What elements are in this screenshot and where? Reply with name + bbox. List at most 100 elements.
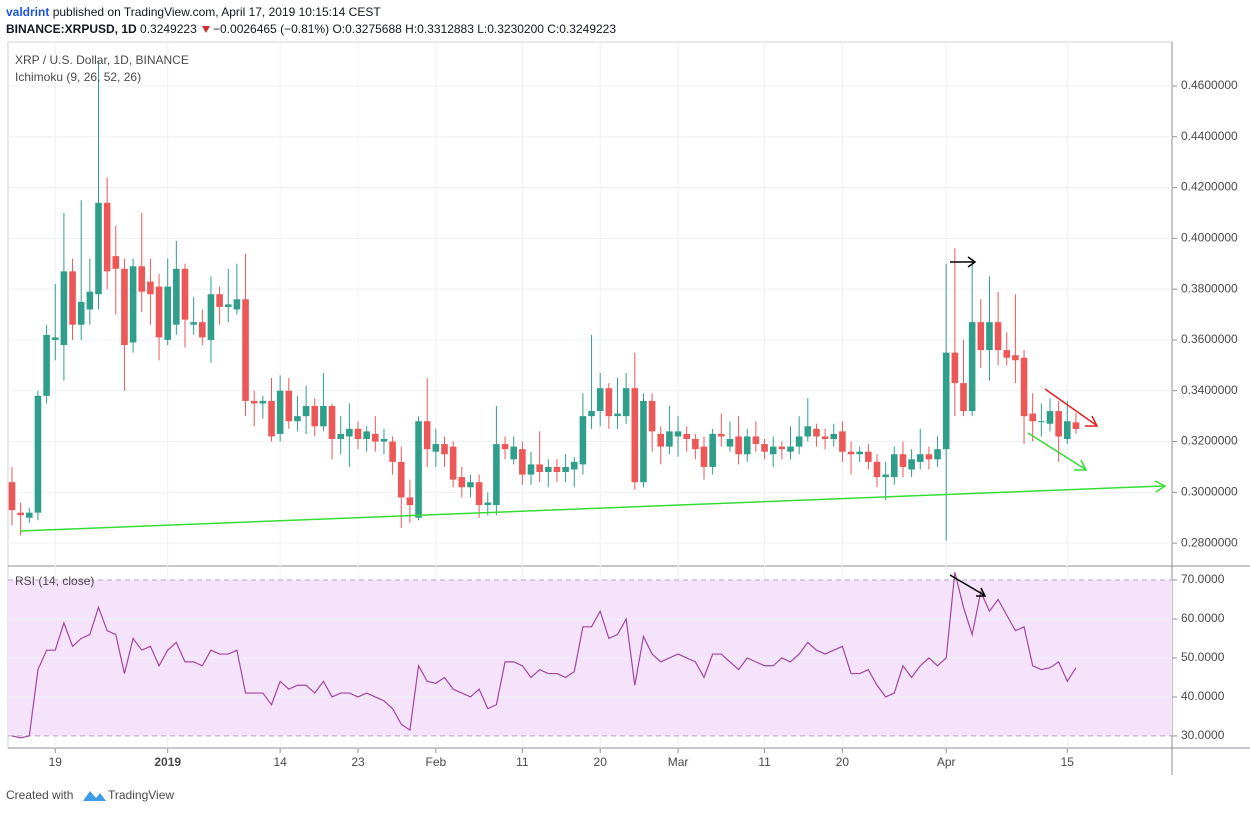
candle-body: [596, 388, 604, 412]
candle-body: [51, 337, 59, 340]
candle-body: [761, 444, 768, 452]
candle-body: [631, 388, 639, 483]
arrow-head: [1154, 480, 1167, 493]
y-tick-label: 0.4400000: [1181, 129, 1238, 143]
y-tick-label: 0.2800000: [1181, 535, 1238, 549]
candle-body: [155, 286, 163, 338]
x-tick-label: 23: [351, 755, 365, 769]
candle-body: [372, 433, 379, 442]
candle-body: [406, 497, 414, 506]
candle-body: [683, 433, 690, 440]
candle-body: [588, 411, 595, 417]
y-tick-label: 30.0000: [1181, 728, 1225, 742]
candle-body: [570, 461, 578, 470]
x-tick-label: Apr: [937, 755, 956, 769]
y-tick-label: 0.4600000: [1181, 78, 1238, 92]
header-line: valdrint published on TradingView.com, A…: [6, 5, 381, 19]
rsi-title: RSI (14, close): [15, 574, 94, 588]
x-tick-label: 11: [516, 755, 529, 769]
candle-body: [942, 352, 950, 450]
candle-body: [328, 405, 336, 440]
candle-body: [977, 322, 985, 351]
candle-body: [562, 466, 569, 473]
candle-body: [916, 454, 924, 462]
candle-body: [302, 405, 310, 417]
candle-body: [778, 446, 786, 450]
candle-body: [1029, 413, 1036, 422]
candle-body: [873, 461, 881, 478]
footer-created: Created with: [6, 788, 73, 802]
marks: [8, 60, 1080, 739]
arrow-head: [967, 256, 977, 268]
candle-body: [423, 421, 431, 450]
candle-body: [268, 400, 275, 437]
trend-line: [1027, 432, 1086, 470]
rsi-line: [11, 572, 1077, 739]
candle-body: [467, 482, 474, 488]
candle-body: [190, 322, 197, 325]
candle-body: [674, 431, 682, 437]
footer-brand[interactable]: TradingView: [108, 788, 174, 802]
candle-body: [847, 451, 855, 455]
candle-body: [43, 334, 50, 396]
trend-line: [949, 574, 985, 596]
trend-line: [19, 485, 1164, 532]
candle-body: [129, 266, 137, 343]
candle-body: [8, 482, 16, 511]
y-tick-label: 60.0000: [1181, 611, 1225, 625]
candle-body: [743, 436, 751, 455]
arrow-head: [1085, 415, 1099, 427]
candle-body: [865, 451, 872, 462]
candle-body: [951, 352, 959, 384]
candle-body: [121, 268, 128, 346]
publisher[interactable]: valdrint: [6, 5, 49, 19]
candle-body: [199, 322, 206, 338]
candle-body: [579, 416, 587, 465]
candle-body: [207, 294, 215, 340]
candle-body: [233, 299, 241, 310]
candle-body: [527, 464, 535, 475]
candle-body: [337, 433, 344, 440]
candle-body: [147, 281, 154, 295]
candle-body: [891, 454, 898, 478]
candle-body: [1055, 411, 1062, 437]
candle-body: [95, 202, 102, 295]
y-tick-label: 70.0000: [1181, 572, 1225, 586]
candle-body: [103, 202, 111, 272]
candle-body: [899, 454, 907, 467]
ohlc: O:0.3275688 H:0.3312883 L:0.3230200 C:0.…: [332, 22, 616, 36]
candle-body: [77, 301, 85, 325]
y-tick-label: 0.3800000: [1181, 281, 1238, 295]
logo: [83, 791, 106, 801]
candle-body: [501, 444, 509, 450]
y-tick-label: 50.0000: [1181, 650, 1225, 664]
y-tick-label: 0.3000000: [1181, 485, 1238, 499]
candle-body: [813, 428, 820, 437]
candle-body: [346, 428, 353, 437]
symbol-line: BINANCE:XRPUSD, 1D 0.3249223: [6, 22, 197, 36]
candle-body: [86, 291, 94, 310]
x-tick-label: 11: [758, 755, 771, 769]
candle-body: [60, 271, 68, 346]
candle-body: [986, 322, 993, 351]
y-tick-label: 0.3400000: [1181, 383, 1238, 397]
candle-body: [925, 454, 933, 460]
last-price: 0.3249223: [140, 22, 197, 36]
candle-body: [960, 383, 967, 412]
candle-body: [700, 446, 708, 467]
trend-line: [1044, 388, 1097, 426]
candle-body: [259, 400, 267, 404]
candle-body: [657, 433, 665, 447]
candle-body: [718, 433, 725, 437]
candle-body: [173, 268, 180, 325]
candle-body: [311, 405, 319, 427]
candle-body: [510, 446, 517, 460]
y-tick-label: 0.4200000: [1181, 180, 1238, 194]
x-tick-label: 14: [273, 755, 287, 769]
candle-body: [787, 446, 794, 452]
down-triangle: [202, 26, 210, 33]
candle-body: [648, 400, 656, 432]
candle-body: [26, 512, 33, 518]
arrow-head: [1074, 459, 1088, 471]
